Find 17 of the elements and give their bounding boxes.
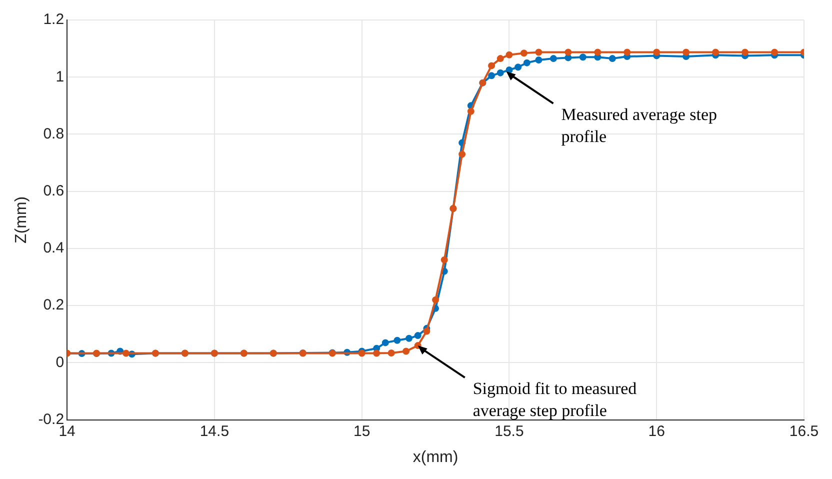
annotation: Measured average step profile [561,104,718,146]
x-axis-title: x(mm) [412,448,458,466]
x-tick-label: 14 [58,422,76,440]
y-tick-label: 0.6 [43,182,64,200]
annotation: Sigmoid fit to measured average step profile [472,379,638,420]
x-tick-label: 16.5 [789,422,819,440]
y-tick-label: 0.8 [43,125,64,142]
y-tick-label: 0 [56,354,64,371]
x-tick-label: 14.5 [200,422,230,440]
x-tick-label: 15.5 [494,422,524,440]
y-tick-label: 0.4 [43,240,64,257]
x-tick-label: 15 [353,422,370,440]
y-axis-title: Z(mm) [13,196,30,244]
x-tick-label: 16 [648,422,665,440]
y-tick-label: 0.2 [43,296,64,314]
y-tick-label: 1.2 [43,11,64,28]
y-tick-label: 1 [56,68,64,86]
